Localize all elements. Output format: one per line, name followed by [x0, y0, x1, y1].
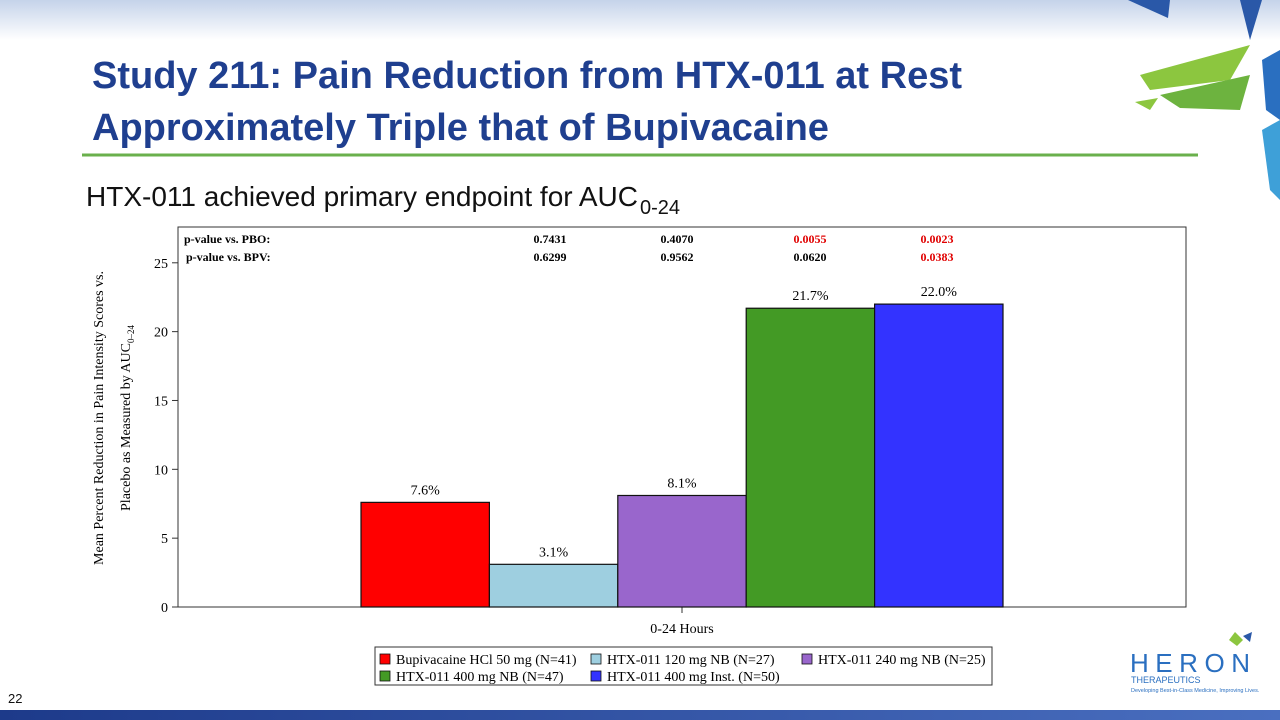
p-value-row-label: p-value vs. BPV:	[186, 250, 271, 264]
value-label: 8.1%	[667, 476, 697, 491]
bar	[360, 501, 490, 608]
y-tick-label: 25	[154, 257, 168, 272]
y-label-line: Mean Percent Reduction in Pain Intensity…	[92, 271, 107, 565]
p-value: 0.0023	[921, 232, 954, 246]
subtitle-subscript: 0-24	[640, 197, 680, 219]
legend-frame	[374, 646, 993, 686]
p-value: 0.0620	[794, 250, 827, 264]
legend-swatch	[590, 670, 602, 682]
logo-text: HERON	[1130, 648, 1252, 678]
bar	[617, 494, 747, 608]
subtitle-text: HTX-011 achieved primary endpoint for AU…	[86, 181, 638, 212]
p-value: 0.0383	[921, 250, 954, 264]
bar	[873, 303, 1004, 608]
decoration	[1128, 0, 1280, 200]
value-label: 22.0%	[921, 285, 958, 300]
y-tick-label: 0	[161, 601, 168, 616]
x-tick-label: 0-24 Hours	[650, 622, 713, 637]
value-label: 7.6%	[411, 483, 441, 498]
p-value: 0.0055	[794, 232, 827, 246]
legend-swatch	[801, 653, 813, 665]
legend-swatch	[379, 653, 391, 665]
y-tick-label: 15	[154, 394, 168, 409]
title: Approximately Triple that of Bupivacaine	[92, 107, 829, 149]
p-value: 0.7431	[534, 232, 567, 246]
page-number: 22	[8, 691, 22, 706]
value-label: 3.1%	[539, 545, 569, 560]
legend-label: HTX-011 120 mg NB (N=27)	[607, 653, 775, 668]
p-value-row-label: p-value vs. PBO:	[184, 232, 270, 246]
footer-band	[0, 710, 1280, 720]
legend-label: HTX-011 400 mg Inst. (N=50)	[607, 670, 780, 685]
y-tick-label: 5	[161, 532, 168, 547]
y-axis-label: Mean Percent Reduction in Pain Intensity…	[92, 271, 136, 565]
p-value: 0.6299	[534, 250, 567, 264]
value-label: 21.7%	[792, 289, 829, 304]
bar	[488, 563, 619, 608]
p-value: 0.9562	[661, 250, 694, 264]
y-tick-label: 10	[154, 463, 168, 478]
bar	[745, 307, 876, 608]
y-tick-label: 20	[154, 326, 168, 341]
legend-label: HTX-011 240 mg NB (N=25)	[818, 653, 986, 668]
title: Study 211: Pain Reduction from HTX-011 a…	[92, 55, 962, 97]
legend-swatch	[590, 653, 602, 665]
y-label-line: Placebo as Measured by AUC0–24	[119, 325, 136, 511]
logo-sub: THERAPEUTICS	[1131, 675, 1201, 685]
logo: HERON THERAPEUTICS Developing Best-in-Cl…	[1130, 632, 1260, 694]
legend-swatch	[379, 670, 391, 682]
tagline: Developing Best-in-Class Medicine, Impro…	[1131, 688, 1260, 694]
p-value: 0.4070	[661, 232, 694, 246]
legend-label: HTX-011 400 mg NB (N=47)	[396, 670, 564, 685]
y-label-subscript: 0–24	[126, 325, 136, 344]
header-band	[0, 0, 1280, 40]
y-label-text: Placebo as Measured by AUC	[119, 343, 134, 511]
legend-label: Bupivacaine HCl 50 mg (N=41)	[396, 653, 577, 668]
subtitle: HTX-011 achieved primary endpoint for AU…	[86, 181, 680, 219]
